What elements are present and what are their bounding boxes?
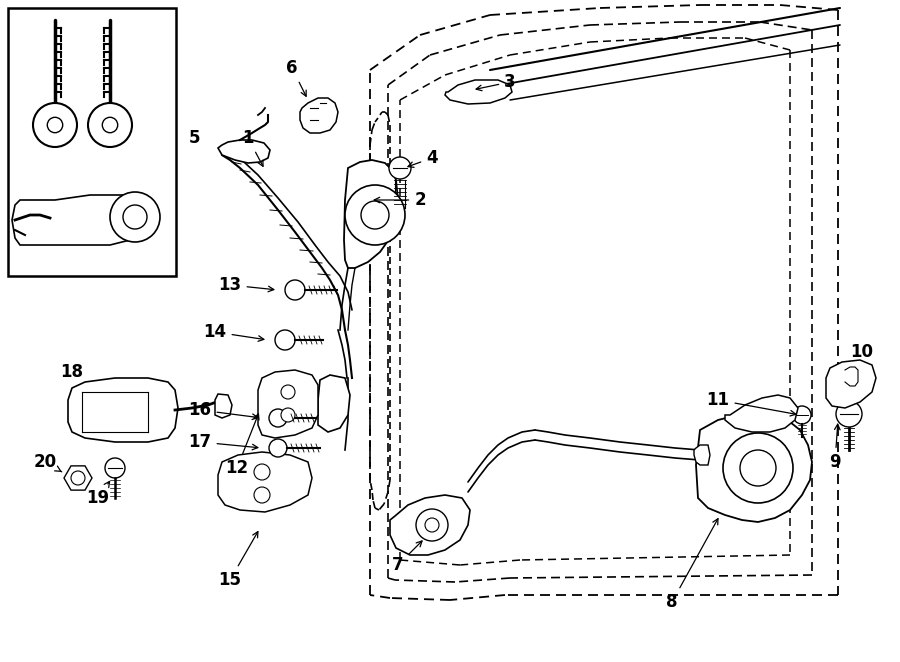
Text: 10: 10 [850, 343, 874, 361]
Polygon shape [218, 452, 312, 512]
Polygon shape [826, 360, 876, 408]
Circle shape [269, 409, 287, 427]
Polygon shape [300, 98, 338, 133]
Text: 12: 12 [225, 414, 259, 477]
Circle shape [389, 157, 411, 179]
Polygon shape [445, 80, 512, 104]
Circle shape [740, 450, 776, 486]
Polygon shape [725, 395, 798, 432]
Text: 11: 11 [706, 391, 796, 416]
Text: 20: 20 [33, 453, 62, 472]
Circle shape [281, 385, 295, 399]
Text: 6: 6 [286, 59, 306, 96]
Polygon shape [12, 195, 150, 245]
Text: 18: 18 [60, 363, 84, 381]
Text: 14: 14 [203, 323, 264, 342]
Circle shape [281, 408, 295, 422]
Circle shape [123, 205, 147, 229]
Polygon shape [68, 378, 178, 442]
Polygon shape [694, 445, 710, 465]
Text: 4: 4 [408, 149, 437, 167]
Circle shape [254, 464, 270, 480]
Circle shape [254, 487, 270, 503]
Polygon shape [218, 140, 270, 163]
Circle shape [361, 201, 389, 229]
Circle shape [793, 406, 811, 424]
Polygon shape [696, 415, 812, 522]
Text: 9: 9 [829, 424, 841, 471]
Text: 19: 19 [86, 481, 110, 507]
Circle shape [345, 185, 405, 245]
Circle shape [723, 433, 793, 503]
Circle shape [285, 280, 305, 300]
Circle shape [275, 330, 295, 350]
Text: 1: 1 [242, 129, 263, 166]
Text: 8: 8 [666, 518, 718, 611]
Text: 3: 3 [476, 73, 516, 91]
Circle shape [269, 439, 287, 457]
Circle shape [103, 117, 118, 132]
Circle shape [105, 458, 125, 478]
Text: 17: 17 [188, 433, 257, 451]
Circle shape [416, 509, 448, 541]
Circle shape [33, 103, 77, 147]
Text: 13: 13 [219, 276, 274, 294]
Text: 2: 2 [374, 191, 426, 209]
Circle shape [48, 117, 63, 132]
Circle shape [88, 103, 132, 147]
Polygon shape [390, 495, 470, 555]
Circle shape [425, 518, 439, 532]
Polygon shape [344, 160, 398, 268]
Text: 16: 16 [188, 401, 258, 420]
Text: 15: 15 [219, 532, 258, 589]
Text: 5: 5 [188, 129, 200, 147]
Bar [8, 8, 176, 276]
Text: 7: 7 [392, 541, 422, 574]
Circle shape [71, 471, 85, 485]
Polygon shape [318, 375, 350, 432]
Circle shape [110, 192, 160, 242]
Polygon shape [258, 370, 318, 438]
Circle shape [836, 401, 862, 427]
Polygon shape [215, 394, 232, 418]
